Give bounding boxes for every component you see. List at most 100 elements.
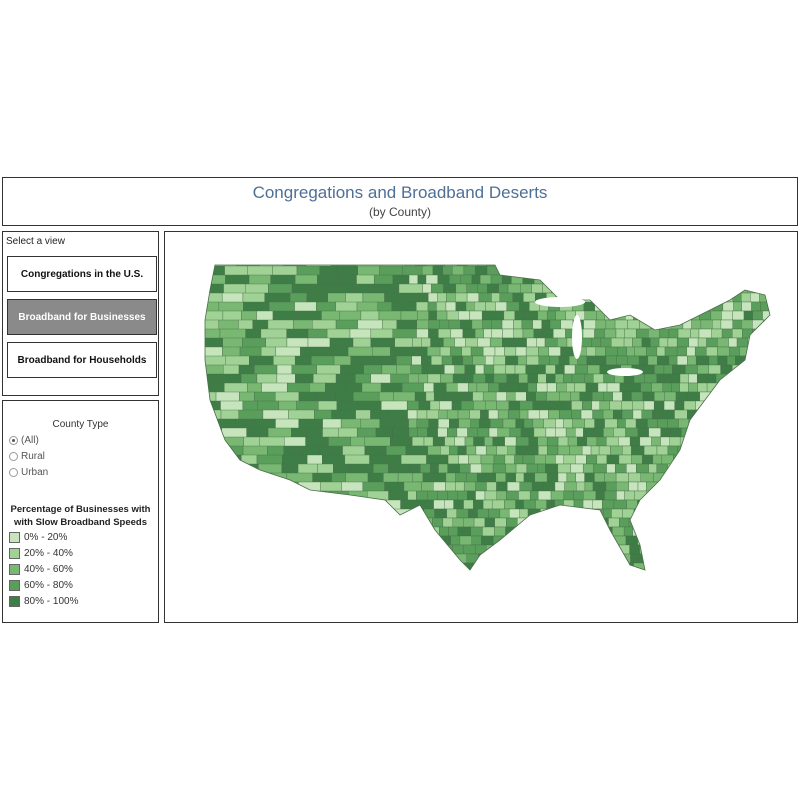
county <box>636 328 649 339</box>
county <box>685 508 697 519</box>
county <box>537 373 547 384</box>
county <box>633 373 645 384</box>
view-button[interactable]: Congregations in the U.S. <box>7 256 157 292</box>
county <box>741 445 751 456</box>
county <box>532 418 544 429</box>
county <box>514 310 526 321</box>
county <box>717 337 729 348</box>
county <box>652 409 664 420</box>
county <box>710 310 722 321</box>
county <box>687 553 699 564</box>
county <box>742 328 753 339</box>
county <box>575 472 585 483</box>
filter-option[interactable]: Rural <box>9 451 45 462</box>
filter-option[interactable]: Urban <box>9 467 48 478</box>
county <box>445 481 456 492</box>
view-button[interactable]: Broadband for Households <box>7 342 157 378</box>
county <box>754 418 766 429</box>
county <box>623 526 633 537</box>
county <box>565 572 575 581</box>
county <box>494 346 505 357</box>
county <box>596 436 607 447</box>
county <box>766 499 770 510</box>
county <box>557 472 568 483</box>
county <box>754 274 768 285</box>
filter-option[interactable]: (All) <box>9 435 39 446</box>
county <box>356 517 382 541</box>
county <box>572 418 586 429</box>
county <box>699 409 712 420</box>
county <box>522 274 535 285</box>
county <box>719 418 731 429</box>
county <box>215 472 232 488</box>
county <box>545 454 556 465</box>
county <box>742 436 754 447</box>
county <box>682 292 692 303</box>
county <box>418 373 429 384</box>
county <box>610 292 621 303</box>
county <box>537 562 551 570</box>
county <box>482 346 496 357</box>
county <box>428 418 439 429</box>
county <box>482 391 497 402</box>
county <box>526 391 536 402</box>
county <box>748 382 760 393</box>
county <box>629 436 641 447</box>
view-button[interactable]: Broadband for Businesses <box>7 299 157 335</box>
county <box>518 265 530 267</box>
legend-label: 80% - 100% <box>24 596 79 607</box>
county <box>457 526 471 537</box>
county <box>601 499 615 510</box>
county <box>729 274 738 285</box>
county <box>498 283 509 294</box>
county <box>272 544 299 567</box>
county <box>489 337 503 348</box>
county <box>426 454 437 465</box>
county <box>640 382 652 393</box>
county <box>757 265 768 276</box>
county <box>447 463 460 474</box>
county <box>446 382 458 393</box>
county <box>439 319 450 330</box>
county <box>560 265 574 267</box>
county <box>691 517 705 528</box>
county <box>594 418 605 429</box>
county <box>749 391 764 402</box>
radio[interactable] <box>9 436 18 445</box>
county <box>447 427 458 438</box>
county <box>411 355 422 366</box>
county <box>221 481 238 505</box>
county <box>448 526 459 537</box>
county <box>644 274 656 285</box>
county <box>628 472 641 483</box>
county <box>538 445 548 456</box>
county <box>594 472 605 483</box>
county <box>421 265 434 276</box>
county <box>515 445 527 456</box>
county <box>671 382 680 393</box>
county <box>591 337 601 348</box>
county <box>491 319 503 330</box>
county <box>438 409 448 420</box>
county <box>430 463 439 474</box>
county <box>490 418 504 429</box>
county <box>541 265 552 267</box>
county <box>238 508 257 530</box>
county <box>496 445 508 456</box>
county <box>432 436 445 447</box>
county <box>418 400 431 411</box>
county <box>615 328 625 339</box>
radio[interactable] <box>9 452 18 461</box>
county <box>431 535 441 546</box>
radio[interactable] <box>9 468 18 477</box>
county <box>717 265 729 267</box>
county <box>703 517 715 528</box>
county <box>455 572 464 581</box>
county <box>559 391 571 402</box>
county <box>499 553 509 564</box>
county <box>457 409 471 420</box>
county <box>743 310 753 321</box>
county <box>690 328 700 339</box>
county <box>722 526 736 537</box>
county <box>753 355 767 366</box>
